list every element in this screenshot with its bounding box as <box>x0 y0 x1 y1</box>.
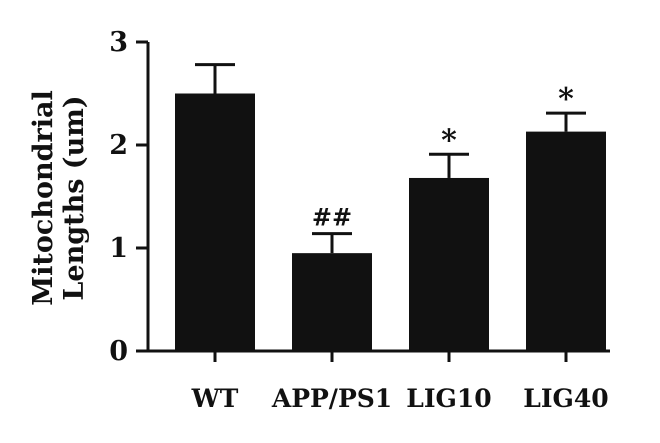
significance-label-2: * <box>441 123 457 158</box>
bar-3 <box>526 131 606 351</box>
significance-label-1: ## <box>312 203 352 232</box>
y-tick-label-2: 2 <box>109 130 128 161</box>
y-tick-label-1: 1 <box>109 233 128 264</box>
significance-label-3: * <box>558 82 574 117</box>
y-tick-label-0: 0 <box>109 336 128 367</box>
y-axis-label-line-2: Lengths (um) <box>59 95 90 300</box>
y-axis-label-line-1: Mitochondrial <box>28 90 59 305</box>
bar-2 <box>409 177 489 351</box>
x-tick-label-2: LIG10 <box>406 384 491 413</box>
y-tick-label-3: 3 <box>109 27 128 58</box>
bar-0 <box>175 93 255 351</box>
x-tick-label-0: WT <box>191 384 239 413</box>
y-axis-label: Mitochondrial Lengths (um) <box>28 90 90 305</box>
plot-area: 0 1 2 3 WT APP/PS1 ## LIG10 * LIG40 * <box>109 27 610 413</box>
bar-1 <box>292 253 372 351</box>
x-tick-label-3: LIG40 <box>523 384 608 413</box>
x-tick-label-1: APP/PS1 <box>271 384 392 413</box>
